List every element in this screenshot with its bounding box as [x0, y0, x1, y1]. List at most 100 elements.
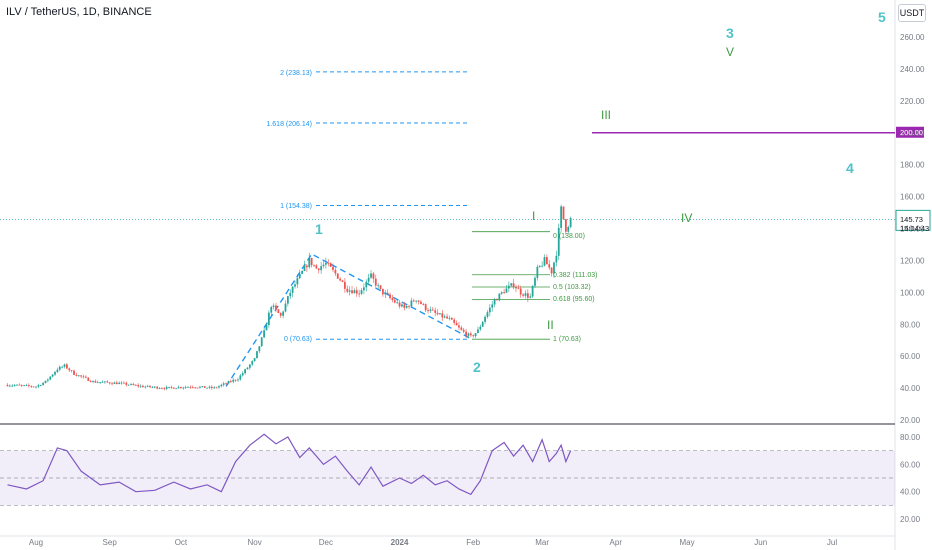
candle-86: [210, 385, 213, 390]
candle-220: [529, 293, 532, 299]
candle-32: [82, 374, 85, 379]
candle-57: [142, 384, 144, 388]
candle-147: [355, 286, 358, 297]
candle-51: [127, 384, 130, 386]
candle-97: [237, 377, 239, 382]
price-tick-0: 20.00: [900, 416, 921, 425]
candle-186: [448, 315, 451, 321]
candle-203: [488, 304, 491, 317]
candle-83: [203, 386, 206, 388]
candle-48: [120, 381, 123, 385]
chart-title: ILV / TetherUS, 1D, BINANCE: [6, 6, 152, 18]
candle-159: [384, 290, 387, 299]
candle-22: [58, 365, 61, 372]
candle-59: [146, 384, 149, 387]
candle-204: [491, 301, 494, 312]
candle-205: [493, 297, 496, 308]
candle-95: [232, 377, 235, 384]
candle-183: [441, 310, 444, 321]
candle-105: [256, 351, 258, 359]
candle-33: [84, 375, 87, 379]
rsi-line: [7, 433, 572, 496]
candle-215: [517, 284, 520, 290]
price-tick-3: 80.00: [900, 320, 921, 329]
countdown-label: 15:04:43: [900, 224, 929, 233]
candle-234: [562, 206, 565, 221]
candle-113: [275, 302, 277, 313]
rsi-tick-0: 20.00: [900, 515, 921, 524]
last-price-badge: [895, 209, 931, 231]
candle-39: [99, 382, 102, 385]
candle-141: [341, 279, 344, 283]
candle-192: [462, 327, 465, 334]
candle-80: [196, 387, 199, 389]
candle-169: [408, 304, 410, 310]
candle-229: [550, 267, 553, 277]
price-tick-12: 260.00: [900, 33, 925, 42]
candle-5: [18, 383, 21, 386]
candle-44: [111, 381, 113, 386]
price-tick-1: 40.00: [900, 384, 921, 393]
time-tick-0: Aug: [29, 538, 43, 547]
candle-166: [401, 302, 403, 308]
candle-116: [282, 310, 285, 319]
candle-138: [334, 267, 337, 277]
price-tick-9: 200.00: [900, 129, 925, 138]
wave-label-3: 3: [726, 25, 734, 41]
candle-210: [505, 284, 508, 293]
candle-178: [429, 306, 432, 314]
candle-25: [65, 363, 68, 370]
price-tick-8: 180.00: [900, 161, 925, 170]
candle-56: [139, 384, 142, 388]
fib-right-label-0618: 0.618 (95.60): [553, 296, 595, 303]
candle-91: [222, 381, 225, 387]
candle-207: [498, 293, 501, 302]
candle-24: [63, 363, 66, 369]
candle-123: [298, 269, 301, 280]
candle-100: [244, 368, 246, 375]
candle-148: [358, 289, 361, 298]
candle-76: [187, 386, 189, 388]
candle-227: [545, 254, 548, 265]
candle-129: [313, 264, 315, 268]
rsi-tick-3: 80.00: [900, 433, 921, 442]
candle-114: [277, 308, 280, 314]
candle-142: [343, 278, 346, 293]
candle-122: [296, 274, 299, 288]
candle-212: [510, 282, 513, 287]
fib-left-label-1618: 1.618 (206.14): [266, 121, 312, 128]
candle-81: [199, 385, 201, 389]
candle-11: [32, 386, 35, 388]
unit-button[interactable]: USDT: [898, 4, 926, 22]
fib-left-label-2: 2 (238.13): [280, 70, 312, 77]
candle-12: [35, 386, 37, 389]
fib-right-label-0: 0 (138.00): [553, 233, 585, 240]
candle-216: [519, 285, 522, 298]
candle-37: [94, 379, 97, 383]
candle-136: [329, 262, 332, 268]
candle-161: [389, 292, 391, 300]
candle-27: [70, 369, 73, 373]
candle-110: [267, 310, 270, 328]
candle-144: [348, 286, 351, 296]
wave-label-5: 5: [878, 9, 886, 25]
candle-4: [16, 384, 18, 386]
candle-237: [569, 216, 572, 229]
candle-158: [382, 288, 384, 297]
candle-208: [500, 291, 503, 295]
candle-185: [446, 313, 448, 320]
rsi-tick-1: 40.00: [900, 488, 921, 497]
candle-221: [531, 285, 534, 299]
candle-70: [172, 387, 175, 389]
candle-50: [125, 381, 128, 387]
candle-223: [536, 264, 539, 281]
candle-139: [336, 273, 339, 280]
wave-label-iii: III: [601, 108, 611, 122]
candle-163: [393, 298, 396, 304]
candle-146: [353, 288, 356, 294]
price-tick-2: 60.00: [900, 352, 921, 361]
wave-label-ii: II: [547, 318, 554, 332]
candle-228: [548, 260, 551, 270]
candle-213: [512, 278, 515, 290]
